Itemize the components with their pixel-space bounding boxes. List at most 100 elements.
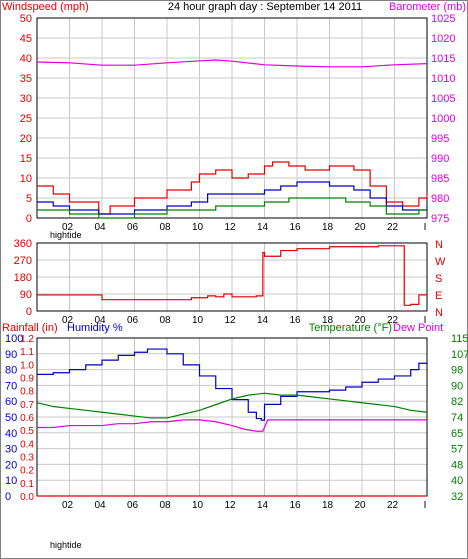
barometer-tick: 975 bbox=[431, 213, 449, 225]
direction-degree-tick: 0 bbox=[26, 306, 32, 318]
dewpoint-axis-label: Dew Point bbox=[393, 322, 443, 334]
rainfall-tick: 0.4 bbox=[20, 439, 34, 450]
barometer-tick: 995 bbox=[431, 133, 449, 145]
x-tick-label-p1: I bbox=[424, 315, 427, 326]
humidity-tick: 20 bbox=[5, 459, 17, 471]
x-tick-label-p2: 06 bbox=[127, 500, 139, 511]
temperature-tick: 107 bbox=[451, 349, 468, 361]
x-tick-label-p2: 22 bbox=[387, 500, 399, 511]
x-tick-label-p0: 14 bbox=[257, 222, 269, 233]
temperature-tick: 32 bbox=[451, 491, 463, 503]
windspeed-axis-label: Windspeed (mph) bbox=[2, 1, 89, 13]
direction-degree-tick: 360 bbox=[14, 238, 32, 250]
barometer-tick: 1025 bbox=[431, 13, 455, 25]
dew-point-series-line bbox=[37, 419, 427, 432]
temperature-tick: 65 bbox=[451, 428, 463, 440]
x-tick-label-p0: 22 bbox=[387, 222, 399, 233]
humidity-tick: 100 bbox=[5, 333, 23, 345]
temperature-tick: 57 bbox=[451, 444, 463, 456]
x-tick-label-p1: 14 bbox=[257, 315, 269, 326]
temperature-series-line bbox=[36, 392, 428, 419]
x-tick-label-p1: 20 bbox=[354, 315, 366, 326]
windspeed-tick: 5 bbox=[26, 193, 32, 205]
windspeed-tick: 50 bbox=[20, 13, 32, 25]
barometer-tick: 1015 bbox=[431, 53, 455, 65]
x-tick-label-p0: 02 bbox=[62, 222, 74, 233]
temperature-axis-label: Temperature (°F) bbox=[309, 322, 392, 334]
x-tick-label-p0: 18 bbox=[322, 222, 334, 233]
barometer-tick: 990 bbox=[431, 153, 449, 165]
x-tick-label-p1: 06 bbox=[127, 315, 139, 326]
rainfall-tick: 1.2 bbox=[20, 334, 34, 345]
rainfall-tick: 0.3 bbox=[20, 453, 34, 464]
x-tick-label-p0: 06 bbox=[127, 222, 139, 233]
x-tick-label-p2: 08 bbox=[159, 500, 171, 511]
humidity-tick: 40 bbox=[5, 428, 17, 440]
hightide-label-bottom: hightide bbox=[50, 540, 82, 550]
barometer-tick: 1000 bbox=[431, 113, 455, 125]
x-tick-label-p0: 08 bbox=[159, 222, 171, 233]
plot-area-p0 bbox=[36, 17, 428, 219]
direction-compass-tick: N bbox=[435, 239, 443, 251]
x-tick-label-p1: 22 bbox=[387, 315, 399, 326]
windspeed-tick: 30 bbox=[20, 93, 32, 105]
temperature-tick: 90 bbox=[451, 380, 463, 392]
windspeed-tick: 35 bbox=[20, 73, 32, 85]
x-tick-label-p2: I bbox=[424, 500, 427, 511]
x-tick-label-p0: I bbox=[424, 222, 427, 233]
barometer-tick: 1010 bbox=[431, 73, 455, 85]
windspeed-tick: 15 bbox=[20, 153, 32, 165]
rainfall-tick: 0.6 bbox=[20, 413, 34, 424]
barometer-tick: 1005 bbox=[431, 93, 455, 105]
x-tick-label-p2: 10 bbox=[192, 500, 204, 511]
chart-title: 24 hour graph day : September 14 2011 bbox=[168, 1, 362, 13]
x-tick-label-p1: 12 bbox=[224, 315, 236, 326]
humidity-series-line bbox=[37, 348, 428, 421]
barometer-tick: 980 bbox=[431, 193, 449, 205]
humidity-tick: 80 bbox=[5, 365, 17, 377]
wind-direction-series-line bbox=[37, 245, 428, 306]
temperature-tick: 40 bbox=[451, 475, 463, 487]
rainfall-tick: 1.1 bbox=[20, 347, 34, 358]
hightide-label-top: hightide bbox=[50, 230, 82, 240]
x-tick-label-p2: 02 bbox=[62, 500, 74, 511]
x-tick-label-p2: 12 bbox=[224, 500, 236, 511]
x-tick-label-p2: 14 bbox=[257, 500, 269, 511]
humidity-tick: 10 bbox=[5, 475, 17, 487]
barometer-tick: 1020 bbox=[431, 33, 455, 45]
temperature-tick: 98 bbox=[451, 365, 463, 377]
temperature-tick: 82 bbox=[451, 396, 463, 408]
x-tick-label-p0: 10 bbox=[192, 222, 204, 233]
humidity-axis-label: Humidity % bbox=[67, 322, 123, 334]
humidity-tick: 70 bbox=[5, 380, 17, 392]
x-tick-label-p0: 12 bbox=[224, 222, 236, 233]
x-tick-label-p1: 10 bbox=[192, 315, 204, 326]
rainfall-tick: 0.0 bbox=[20, 492, 34, 503]
humidity-tick: 60 bbox=[5, 396, 17, 408]
direction-degree-tick: 90 bbox=[20, 289, 32, 301]
x-tick-label-p1: 04 bbox=[94, 315, 106, 326]
rainfall-tick: 0.2 bbox=[20, 466, 34, 477]
direction-compass-tick: N bbox=[435, 307, 443, 319]
x-tick-label-p0: 16 bbox=[289, 222, 301, 233]
humidity-tick: 30 bbox=[5, 444, 17, 456]
x-tick-label-p2: 16 bbox=[289, 500, 301, 511]
humidity-tick: 0 bbox=[5, 491, 11, 503]
x-tick-label-p2: 04 bbox=[94, 500, 106, 511]
rainfall-tick: 0.7 bbox=[20, 400, 34, 411]
windspeed-tick: 10 bbox=[20, 173, 32, 185]
plot-area-p1 bbox=[36, 242, 428, 312]
wind-series-line-2 bbox=[37, 197, 427, 219]
direction-degree-tick: 180 bbox=[14, 272, 32, 284]
barometer-tick: 985 bbox=[431, 173, 449, 185]
barometer-axis-label: Barometer (mb) bbox=[389, 1, 466, 13]
temperature-tick: 74 bbox=[451, 412, 463, 424]
windspeed-tick: 25 bbox=[20, 113, 32, 125]
temperature-tick: 48 bbox=[451, 459, 463, 471]
x-tick-label-p2: 18 bbox=[322, 500, 334, 511]
windspeed-tick: 40 bbox=[20, 53, 32, 65]
direction-degree-tick: 270 bbox=[14, 255, 32, 267]
direction-compass-tick: S bbox=[435, 273, 442, 285]
